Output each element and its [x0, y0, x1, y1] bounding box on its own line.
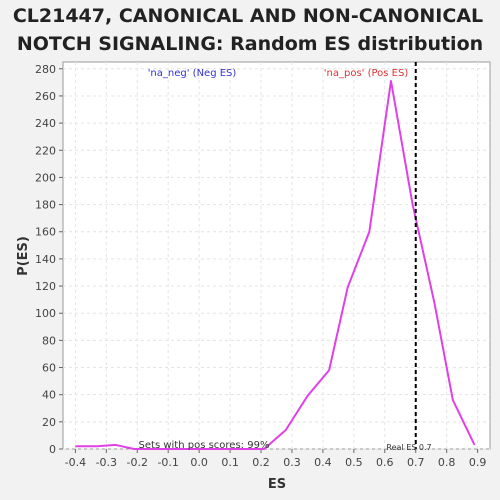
y-axis-label: P(ES)	[16, 236, 31, 276]
x-tick-label: -0.3	[96, 456, 117, 469]
x-tick-label: 0.9	[469, 456, 487, 469]
y-tick-label: 120	[35, 280, 56, 293]
x-tick-label: 0.4	[314, 456, 332, 469]
grid	[63, 62, 490, 450]
chart-title-line-2: NOTCH SIGNALING: Random ES distribution	[17, 33, 483, 55]
x-tick-label: 0.0	[190, 456, 208, 469]
y-tick-label: 140	[35, 253, 56, 266]
y-tick-label: 240	[35, 117, 56, 130]
x-tick-label: 0.2	[252, 456, 270, 469]
y-tick-label: 0	[49, 443, 56, 456]
x-axis: -0.4 -0.3 -0.2 -0.1 0.0 0.1 0.2 0.3 0.4 0.5 0.6 0.7…	[65, 449, 487, 469]
x-tick-label: 0.1	[221, 456, 239, 469]
y-tick-label: 160	[35, 226, 56, 239]
x-tick-label: 0.7	[407, 456, 425, 469]
pos-es-label: 'na_pos' (Pos ES)	[324, 68, 409, 79]
x-axis-label: ES	[268, 477, 286, 492]
chart-title-line-1: CL21447, CANONICAL AND NON-CANONICAL	[13, 5, 483, 27]
y-tick-label: 60	[42, 362, 56, 375]
x-tick-label: -0.4	[65, 456, 86, 469]
x-tick-label: -0.1	[157, 456, 178, 469]
series-line	[75, 80, 476, 450]
y-tick-label: 180	[35, 199, 56, 212]
y-tick-label: 220	[35, 144, 56, 157]
series-layer	[75, 80, 476, 450]
y-tick-label: 100	[35, 307, 56, 320]
plot-area	[62, 61, 491, 450]
real-es-label: Real ES 0.7	[386, 443, 431, 452]
sets-pos-scores-label: Sets with pos scores: 99%	[139, 440, 270, 451]
y-tick-label: 40	[42, 389, 56, 402]
y-tick-label: 260	[35, 90, 56, 103]
y-tick-label: 280	[35, 63, 56, 76]
x-tick-label: 0.5	[345, 456, 363, 469]
x-tick-label: 0.3	[283, 456, 301, 469]
x-tick-label: -0.2	[127, 456, 148, 469]
y-tick-label: 80	[42, 334, 56, 347]
x-tick-label: 0.6	[376, 456, 394, 469]
x-tick-label: 0.8	[438, 456, 456, 469]
neg-es-label: 'na_neg' (Neg ES)	[148, 68, 237, 79]
y-tick-label: 20	[42, 416, 56, 429]
y-tick-label: 200	[35, 171, 56, 184]
y-axis: 0 20 40 60 80 100 120 140 160 180 200 220 240 260 280	[35, 63, 63, 456]
